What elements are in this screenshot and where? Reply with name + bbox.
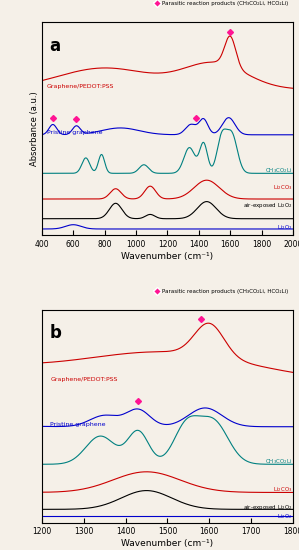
Text: CH$_3$CO$_2$Li: CH$_3$CO$_2$Li xyxy=(266,457,293,466)
Text: CH$_3$CO$_2$Li: CH$_3$CO$_2$Li xyxy=(266,166,293,175)
Text: Li$_2$CO$_3$: Li$_2$CO$_3$ xyxy=(273,184,293,192)
Text: Graphene/PEDOT:PSS: Graphene/PEDOT:PSS xyxy=(47,84,114,90)
Text: a: a xyxy=(49,37,60,55)
X-axis label: Wavenumber (cm⁻¹): Wavenumber (cm⁻¹) xyxy=(121,539,213,548)
X-axis label: Wavenumber (cm⁻¹): Wavenumber (cm⁻¹) xyxy=(121,251,213,261)
Text: Li$_2$O$_2$: Li$_2$O$_2$ xyxy=(277,513,293,521)
Text: Graphene/PEDOT:PSS: Graphene/PEDOT:PSS xyxy=(50,377,118,382)
Legend: Parasitic reaction products (CH₃CO₂Li, HCO₂Li): Parasitic reaction products (CH₃CO₂Li, H… xyxy=(152,287,290,296)
Text: b: b xyxy=(49,324,61,343)
Text: Pristine graphene: Pristine graphene xyxy=(50,422,106,427)
Text: Pristine graphene: Pristine graphene xyxy=(47,130,102,135)
Text: air-exposed Li$_2$O$_2$: air-exposed Li$_2$O$_2$ xyxy=(243,201,293,210)
Text: Li$_2$CO$_3$: Li$_2$CO$_3$ xyxy=(273,485,293,494)
Legend: Parasitic reaction products (CH₃CO₂Li, HCO₂Li): Parasitic reaction products (CH₃CO₂Li, H… xyxy=(152,0,290,9)
Text: Li$_2$O$_2$: Li$_2$O$_2$ xyxy=(277,223,293,232)
Y-axis label: Absorbance (a.u.): Absorbance (a.u.) xyxy=(30,91,39,166)
Text: air-exposed Li$_2$O$_2$: air-exposed Li$_2$O$_2$ xyxy=(243,503,293,512)
